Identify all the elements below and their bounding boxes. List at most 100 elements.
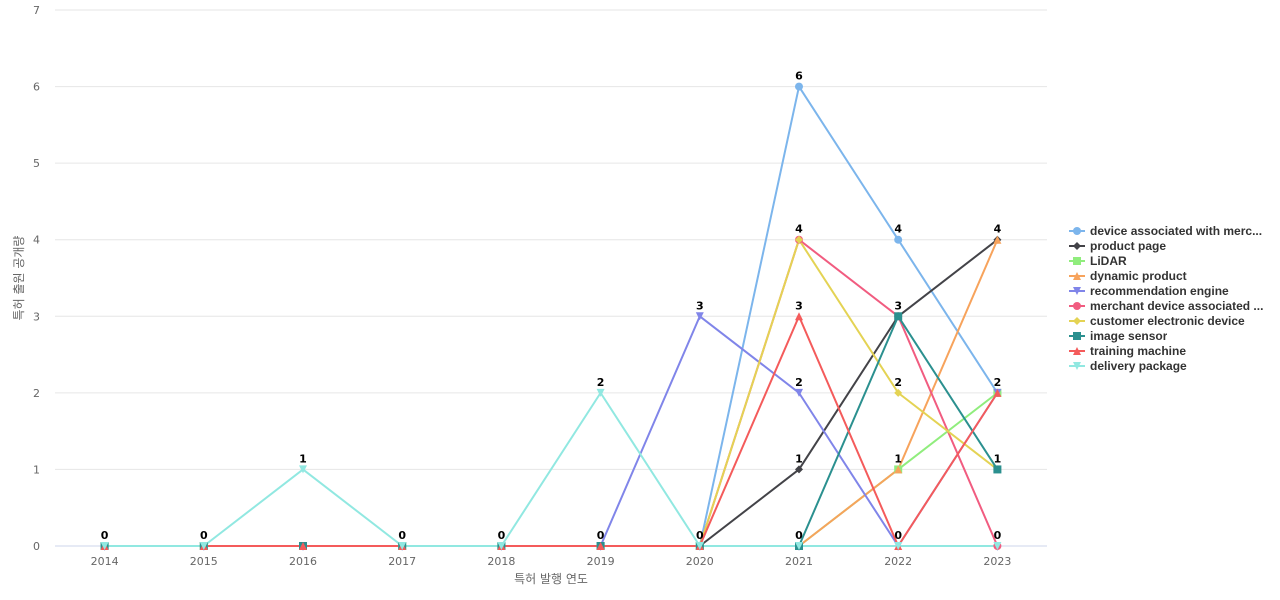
x-tick-label: 2019 (587, 555, 615, 568)
legend-item[interactable]: recommendation engine (1068, 283, 1280, 298)
data-point-marker[interactable] (497, 542, 506, 550)
data-point-marker[interactable] (795, 542, 803, 550)
y-tick-label: 6 (33, 81, 40, 94)
data-label: 3 (795, 299, 803, 312)
data-point-marker[interactable] (894, 542, 903, 550)
series-line-8[interactable] (103, 315, 999, 547)
x-tick-label: 2021 (785, 555, 813, 568)
data-label: 0 (696, 529, 704, 542)
data-label: 0 (795, 529, 803, 542)
data-point-marker[interactable] (100, 542, 109, 550)
data-label: 0 (101, 529, 109, 542)
data-label: 0 (994, 529, 1002, 542)
data-label: 4 (795, 223, 803, 236)
x-tick-label: 2023 (983, 555, 1011, 568)
legend-symbol-icon (1069, 271, 1085, 280)
data-point-marker[interactable] (299, 465, 307, 474)
legend-item[interactable]: dynamic product (1068, 268, 1280, 283)
legend-symbol-icon (1069, 256, 1085, 265)
y-axis-title: 특허 출원 공개량 (12, 236, 26, 321)
data-point-marker[interactable] (993, 542, 1002, 550)
data-label: 6 (795, 70, 803, 83)
data-point-marker[interactable] (695, 312, 704, 321)
data-point-marker[interactable] (993, 465, 1002, 474)
legend-marker-icon (1073, 226, 1081, 235)
legend-item[interactable]: customer electronic device (1068, 313, 1280, 328)
legend-marker-icon (1073, 301, 1081, 310)
legend-symbol-icon (1069, 316, 1085, 325)
data-label: 1 (994, 452, 1002, 465)
x-tick-label: 2015 (190, 555, 218, 568)
x-axis-ticks: 2014 2015 2016 2017 2018 2019 2020 2021 2022 2023 (91, 546, 1011, 568)
legend-item[interactable]: image sensor (1068, 328, 1280, 343)
legend-label: customer electronic device (1090, 313, 1245, 328)
data-label: 2 (795, 376, 803, 389)
data-point-marker[interactable] (795, 388, 803, 397)
y-tick-label: 4 (33, 234, 40, 247)
data-label: 1 (894, 452, 902, 465)
data-point-marker[interactable] (894, 312, 903, 321)
legend-label: training machine (1090, 343, 1187, 358)
legend-label: device associated with merc... (1090, 223, 1263, 238)
data-point-marker[interactable] (894, 235, 903, 244)
data-point-marker[interactable] (795, 465, 803, 474)
data-point-marker[interactable] (894, 465, 903, 474)
legend-item[interactable]: device associated with merc... (1068, 223, 1280, 238)
data-point-marker[interactable] (894, 388, 903, 397)
y-tick-label: 3 (33, 310, 40, 323)
data-point-marker[interactable] (398, 542, 407, 550)
data-label: 2 (994, 376, 1002, 389)
data-labels: 0 0 1 0 0 0 0 6 4 4 4 3 2 1 0 3 2 1 0 2 1 0 3 2 (101, 70, 1002, 542)
legend-item[interactable]: merchant device associated ... (1068, 298, 1280, 313)
legend-marker-icon (1073, 316, 1081, 325)
data-label: 3 (696, 299, 704, 312)
legend-item[interactable]: delivery package (1068, 358, 1280, 373)
data-point-marker[interactable] (795, 82, 803, 91)
legend-item[interactable]: training machine (1068, 343, 1280, 358)
series-line-4[interactable] (103, 315, 999, 547)
y-tick-label: 5 (33, 157, 40, 170)
x-tick-label: 2022 (884, 555, 912, 568)
data-label: 0 (894, 529, 902, 542)
data-point-marker[interactable] (695, 542, 704, 550)
legend-symbol-icon (1069, 241, 1085, 250)
series-line-9[interactable] (103, 391, 999, 547)
series-lines (103, 85, 999, 547)
y-tick-label: 7 (33, 4, 40, 17)
data-point-marker[interactable] (596, 542, 605, 550)
legend-symbol-icon (1069, 331, 1085, 340)
x-axis-title: 특허 발행 연도 (514, 571, 588, 586)
data-label: 1 (795, 452, 803, 465)
y-axis-ticks: 0 1 2 3 4 5 6 7 (33, 4, 40, 553)
legend-symbol-icon (1069, 301, 1085, 310)
data-point-marker[interactable] (993, 388, 1002, 397)
y-tick-label: 0 (33, 540, 40, 553)
legend-marker-icon (1073, 361, 1081, 370)
legend-label: image sensor (1090, 328, 1168, 343)
legend-item[interactable]: LiDAR (1068, 253, 1280, 268)
data-label: 0 (398, 529, 406, 542)
data-point-marker[interactable] (299, 542, 307, 550)
series-line-7[interactable] (103, 315, 999, 547)
data-point-marker[interactable] (596, 388, 605, 397)
legend-marker-icon (1073, 346, 1081, 355)
gridlines (55, 9, 1047, 547)
legend-symbol-icon (1069, 346, 1085, 355)
data-label: 0 (200, 529, 208, 542)
data-point-marker[interactable] (993, 235, 1002, 244)
legend-symbol-icon (1069, 286, 1085, 295)
data-point-marker[interactable] (795, 235, 803, 244)
data-label: 0 (498, 529, 506, 542)
legend-item[interactable]: product page (1068, 238, 1280, 253)
legend: device associated with merc... product pa… (1068, 223, 1280, 373)
data-point-marker[interactable] (795, 312, 803, 321)
data-point-marker[interactable] (199, 542, 208, 550)
y-tick-label: 1 (33, 463, 40, 476)
data-label: 4 (894, 223, 902, 236)
legend-label: recommendation engine (1090, 283, 1229, 298)
legend-marker-icon (1073, 241, 1081, 250)
x-tick-label: 2017 (388, 555, 416, 568)
x-tick-label: 2014 (91, 555, 119, 568)
data-label: 2 (894, 376, 902, 389)
x-tick-label: 2018 (487, 555, 515, 568)
